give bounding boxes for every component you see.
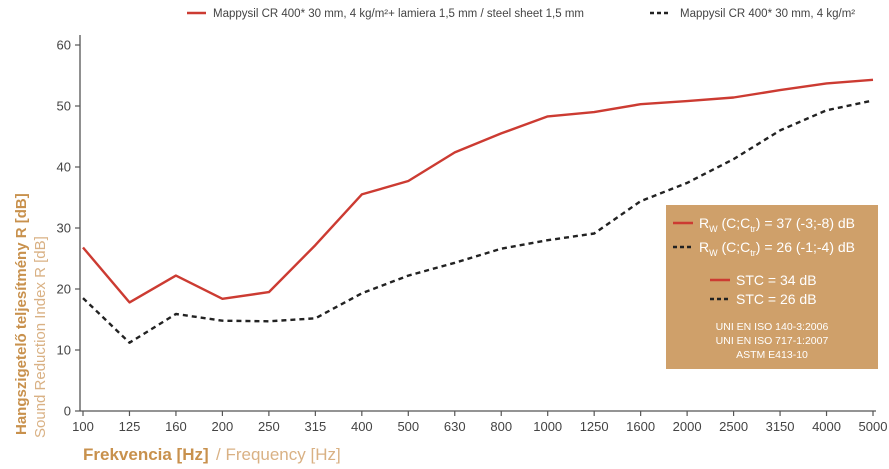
x-tick-label: 1600 bbox=[626, 419, 655, 434]
y-tick-label: 30 bbox=[57, 221, 71, 236]
legend-label-red: Mappysil CR 400* 30 mm, 4 kg/m²+ lamiera… bbox=[213, 8, 584, 20]
info-box-background bbox=[666, 205, 878, 369]
info-rw-red: RW (C;Ctr) = 37 (-3;-8) dB bbox=[699, 215, 855, 234]
x-tick-label: 630 bbox=[444, 419, 466, 434]
y-axis-label-primary: Hangszigetelő teljesítmény R [dB] bbox=[13, 193, 30, 435]
legend: Mappysil CR 400* 30 mm, 4 kg/m²+ lamiera… bbox=[187, 8, 855, 20]
x-ticks: 100 125 160 200 250 315 400 500 630 800 1000 1250 16… bbox=[72, 411, 887, 434]
info-stc-red: STC = 34 dB bbox=[736, 272, 817, 288]
y-axis-label-secondary: Sound Reduction Index R [dB] bbox=[32, 236, 49, 438]
legend-label-black: Mappysil CR 400* 30 mm, 4 kg/m² bbox=[680, 8, 855, 20]
series-layer bbox=[82, 78, 874, 344]
info-box: RW (C;Ctr) = 37 (-3;-8) dB RW (C;Ctr) = … bbox=[666, 205, 878, 369]
info-stc-black: STC = 26 dB bbox=[736, 291, 817, 307]
x-tick-label: 200 bbox=[212, 419, 234, 434]
y-tick-label: 40 bbox=[57, 160, 71, 175]
info-rw-black: RW (C;Ctr) = 26 (-1;-4) dB bbox=[699, 239, 855, 258]
x-tick-label: 5000 bbox=[859, 419, 888, 434]
y-tick-label: 60 bbox=[57, 38, 71, 53]
y-tick-label: 0 bbox=[64, 404, 71, 419]
info-standard-3: ASTM E413-10 bbox=[736, 349, 808, 361]
x-tick-label: 1250 bbox=[580, 419, 609, 434]
x-tick-label: 400 bbox=[351, 419, 373, 434]
x-tick-label: 1000 bbox=[533, 419, 562, 434]
x-tick-label: 500 bbox=[397, 419, 419, 434]
info-standard-1: UNI EN ISO 140-3:2006 bbox=[716, 321, 829, 333]
x-tick-label: 2000 bbox=[673, 419, 702, 434]
x-axis-label-primary: Frekvencia [Hz] bbox=[83, 445, 209, 464]
x-tick-label: 2500 bbox=[719, 419, 748, 434]
x-tick-label: 100 bbox=[72, 419, 94, 434]
x-tick-label: 160 bbox=[165, 419, 187, 434]
x-tick-label: 3150 bbox=[766, 419, 795, 434]
series-line-steel-sheet bbox=[82, 78, 874, 304]
y-ticks: 0 10 20 30 40 50 60 bbox=[57, 38, 80, 419]
y-tick-label: 20 bbox=[57, 282, 71, 297]
x-axis-label-secondary: / Frequency [Hz] bbox=[216, 445, 341, 464]
x-tick-label: 315 bbox=[305, 419, 327, 434]
series-line-base bbox=[82, 99, 874, 344]
x-tick-label: 250 bbox=[258, 419, 280, 434]
x-tick-label: 4000 bbox=[812, 419, 841, 434]
axes bbox=[79, 35, 876, 412]
x-tick-label: 800 bbox=[490, 419, 512, 434]
y-tick-label: 50 bbox=[57, 99, 71, 114]
x-tick-label: 125 bbox=[119, 419, 141, 434]
y-tick-label: 10 bbox=[57, 343, 71, 358]
info-standard-2: UNI EN ISO 717-1:2007 bbox=[716, 335, 829, 347]
